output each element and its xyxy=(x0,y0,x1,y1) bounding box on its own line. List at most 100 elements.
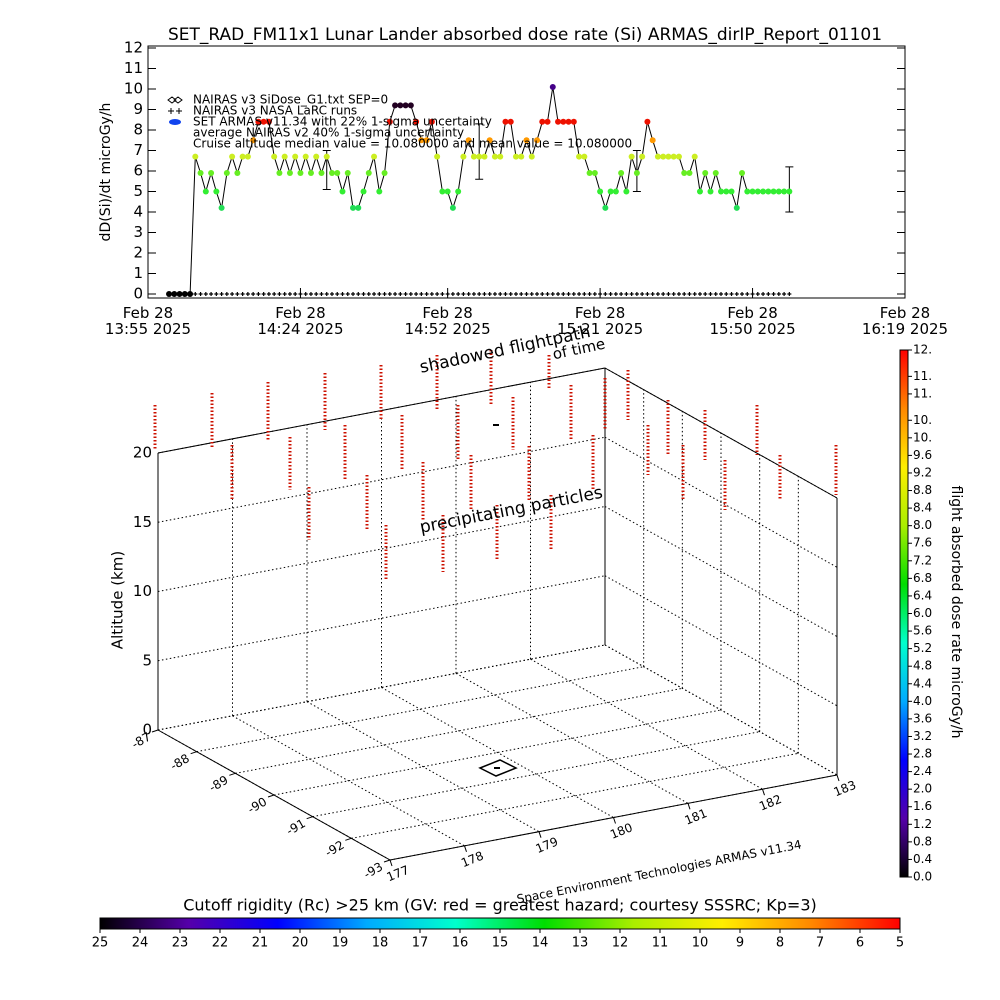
floor-grid xyxy=(381,687,614,818)
data-point xyxy=(418,137,425,144)
data-point xyxy=(681,170,688,177)
data-point xyxy=(344,170,351,177)
data-point xyxy=(302,153,309,160)
y-tick-label: -93 xyxy=(361,860,385,882)
colorbar-tick-label: 7.6 xyxy=(913,536,932,550)
colorbar-tick-label: 12 xyxy=(612,936,629,951)
data-point xyxy=(775,188,782,195)
plus-marker xyxy=(577,292,582,296)
y-tick-label: 2 xyxy=(133,244,143,262)
plus-marker xyxy=(198,292,203,296)
plus-marker xyxy=(640,292,645,296)
colorbar-tick-label: 6.8 xyxy=(913,571,932,585)
plus-marker xyxy=(293,292,298,296)
data-point xyxy=(481,153,488,160)
data-point xyxy=(392,102,399,109)
y-tick xyxy=(267,794,275,798)
plus-marker xyxy=(529,292,534,296)
data-point xyxy=(754,188,761,195)
x-tick xyxy=(687,803,691,810)
data-point xyxy=(686,170,693,177)
colorbar-tick-label: 5 xyxy=(896,936,904,951)
data-point xyxy=(675,153,682,160)
data-point xyxy=(612,188,619,195)
plot-frame xyxy=(147,45,906,299)
data-point xyxy=(434,153,441,160)
plus-marker xyxy=(776,292,781,296)
plus-marker xyxy=(787,292,792,296)
colorbar-tick-label: 1.6 xyxy=(913,799,932,813)
plus-marker xyxy=(782,292,787,296)
data-point xyxy=(449,204,456,211)
colorbar-tick-label: 10. xyxy=(913,430,932,444)
data-point xyxy=(555,118,562,125)
y-axis-label: dD(Si)/dt microGy/h xyxy=(98,103,114,242)
data-point xyxy=(507,118,514,125)
data-point xyxy=(339,188,346,195)
x-tick xyxy=(538,831,542,838)
plus-marker xyxy=(550,292,555,296)
plus-marker xyxy=(440,292,445,296)
data-point xyxy=(565,118,572,125)
data-point xyxy=(465,137,472,144)
data-point xyxy=(639,153,646,160)
data-point xyxy=(313,153,320,160)
z-tick-label: 5 xyxy=(142,651,152,669)
data-point xyxy=(250,137,257,144)
plus-marker xyxy=(324,292,329,296)
data-point xyxy=(402,102,409,109)
plus-marker xyxy=(209,292,214,296)
data-point xyxy=(202,188,209,195)
x-tick xyxy=(836,774,840,782)
data-point xyxy=(744,188,751,195)
error-bar xyxy=(475,123,484,180)
data-point xyxy=(649,137,656,144)
plus-marker xyxy=(713,292,718,296)
data-point xyxy=(213,188,220,195)
data-point xyxy=(439,188,446,195)
data-point xyxy=(781,188,788,195)
x-tick xyxy=(613,817,616,824)
data-point xyxy=(576,153,583,160)
y-tick xyxy=(345,837,352,841)
data-point xyxy=(350,204,357,211)
plus-marker xyxy=(403,292,408,296)
colorbar-tick-label: 25 xyxy=(92,936,109,951)
plus-marker xyxy=(266,292,271,296)
data-point xyxy=(297,170,304,177)
x-tick-label: Feb 28 14:52 2025 xyxy=(404,304,491,338)
data-point xyxy=(644,118,651,125)
colorbar-tick-label: 9 xyxy=(736,936,744,951)
data-point xyxy=(486,137,493,144)
plus-marker xyxy=(561,292,566,296)
colorbar xyxy=(899,349,909,878)
data-point xyxy=(660,153,667,160)
data-point xyxy=(602,204,609,211)
data-point xyxy=(181,291,188,297)
colorbar-tick-label: 19 xyxy=(332,936,349,951)
plus-marker xyxy=(771,292,776,296)
data-point xyxy=(765,188,772,195)
colorbar-tick-label: 0.8 xyxy=(913,834,932,848)
data-point xyxy=(549,83,556,90)
plus-marker xyxy=(393,292,398,296)
data-point xyxy=(328,170,335,177)
x-tick-label: 180 xyxy=(608,820,634,842)
plus-marker xyxy=(419,292,424,296)
data-point xyxy=(407,102,414,109)
colorbar-tick-label: 8.4 xyxy=(913,501,932,515)
plus-marker xyxy=(603,292,608,296)
legend-symbol xyxy=(169,119,181,125)
data-point xyxy=(518,153,525,160)
plus-marker xyxy=(524,292,529,296)
plus-marker xyxy=(219,292,224,296)
data-point xyxy=(586,170,593,177)
colorbar-tick-label: 8 xyxy=(776,936,784,951)
z-tick-label: 15 xyxy=(133,513,152,531)
colorbar-tick-label: 18 xyxy=(372,936,389,951)
annotation: Cruise altitude median value = 10.080000… xyxy=(193,137,632,151)
colorbar-tick-label: 23 xyxy=(172,936,189,951)
data-point xyxy=(707,188,714,195)
data-point xyxy=(244,153,251,160)
